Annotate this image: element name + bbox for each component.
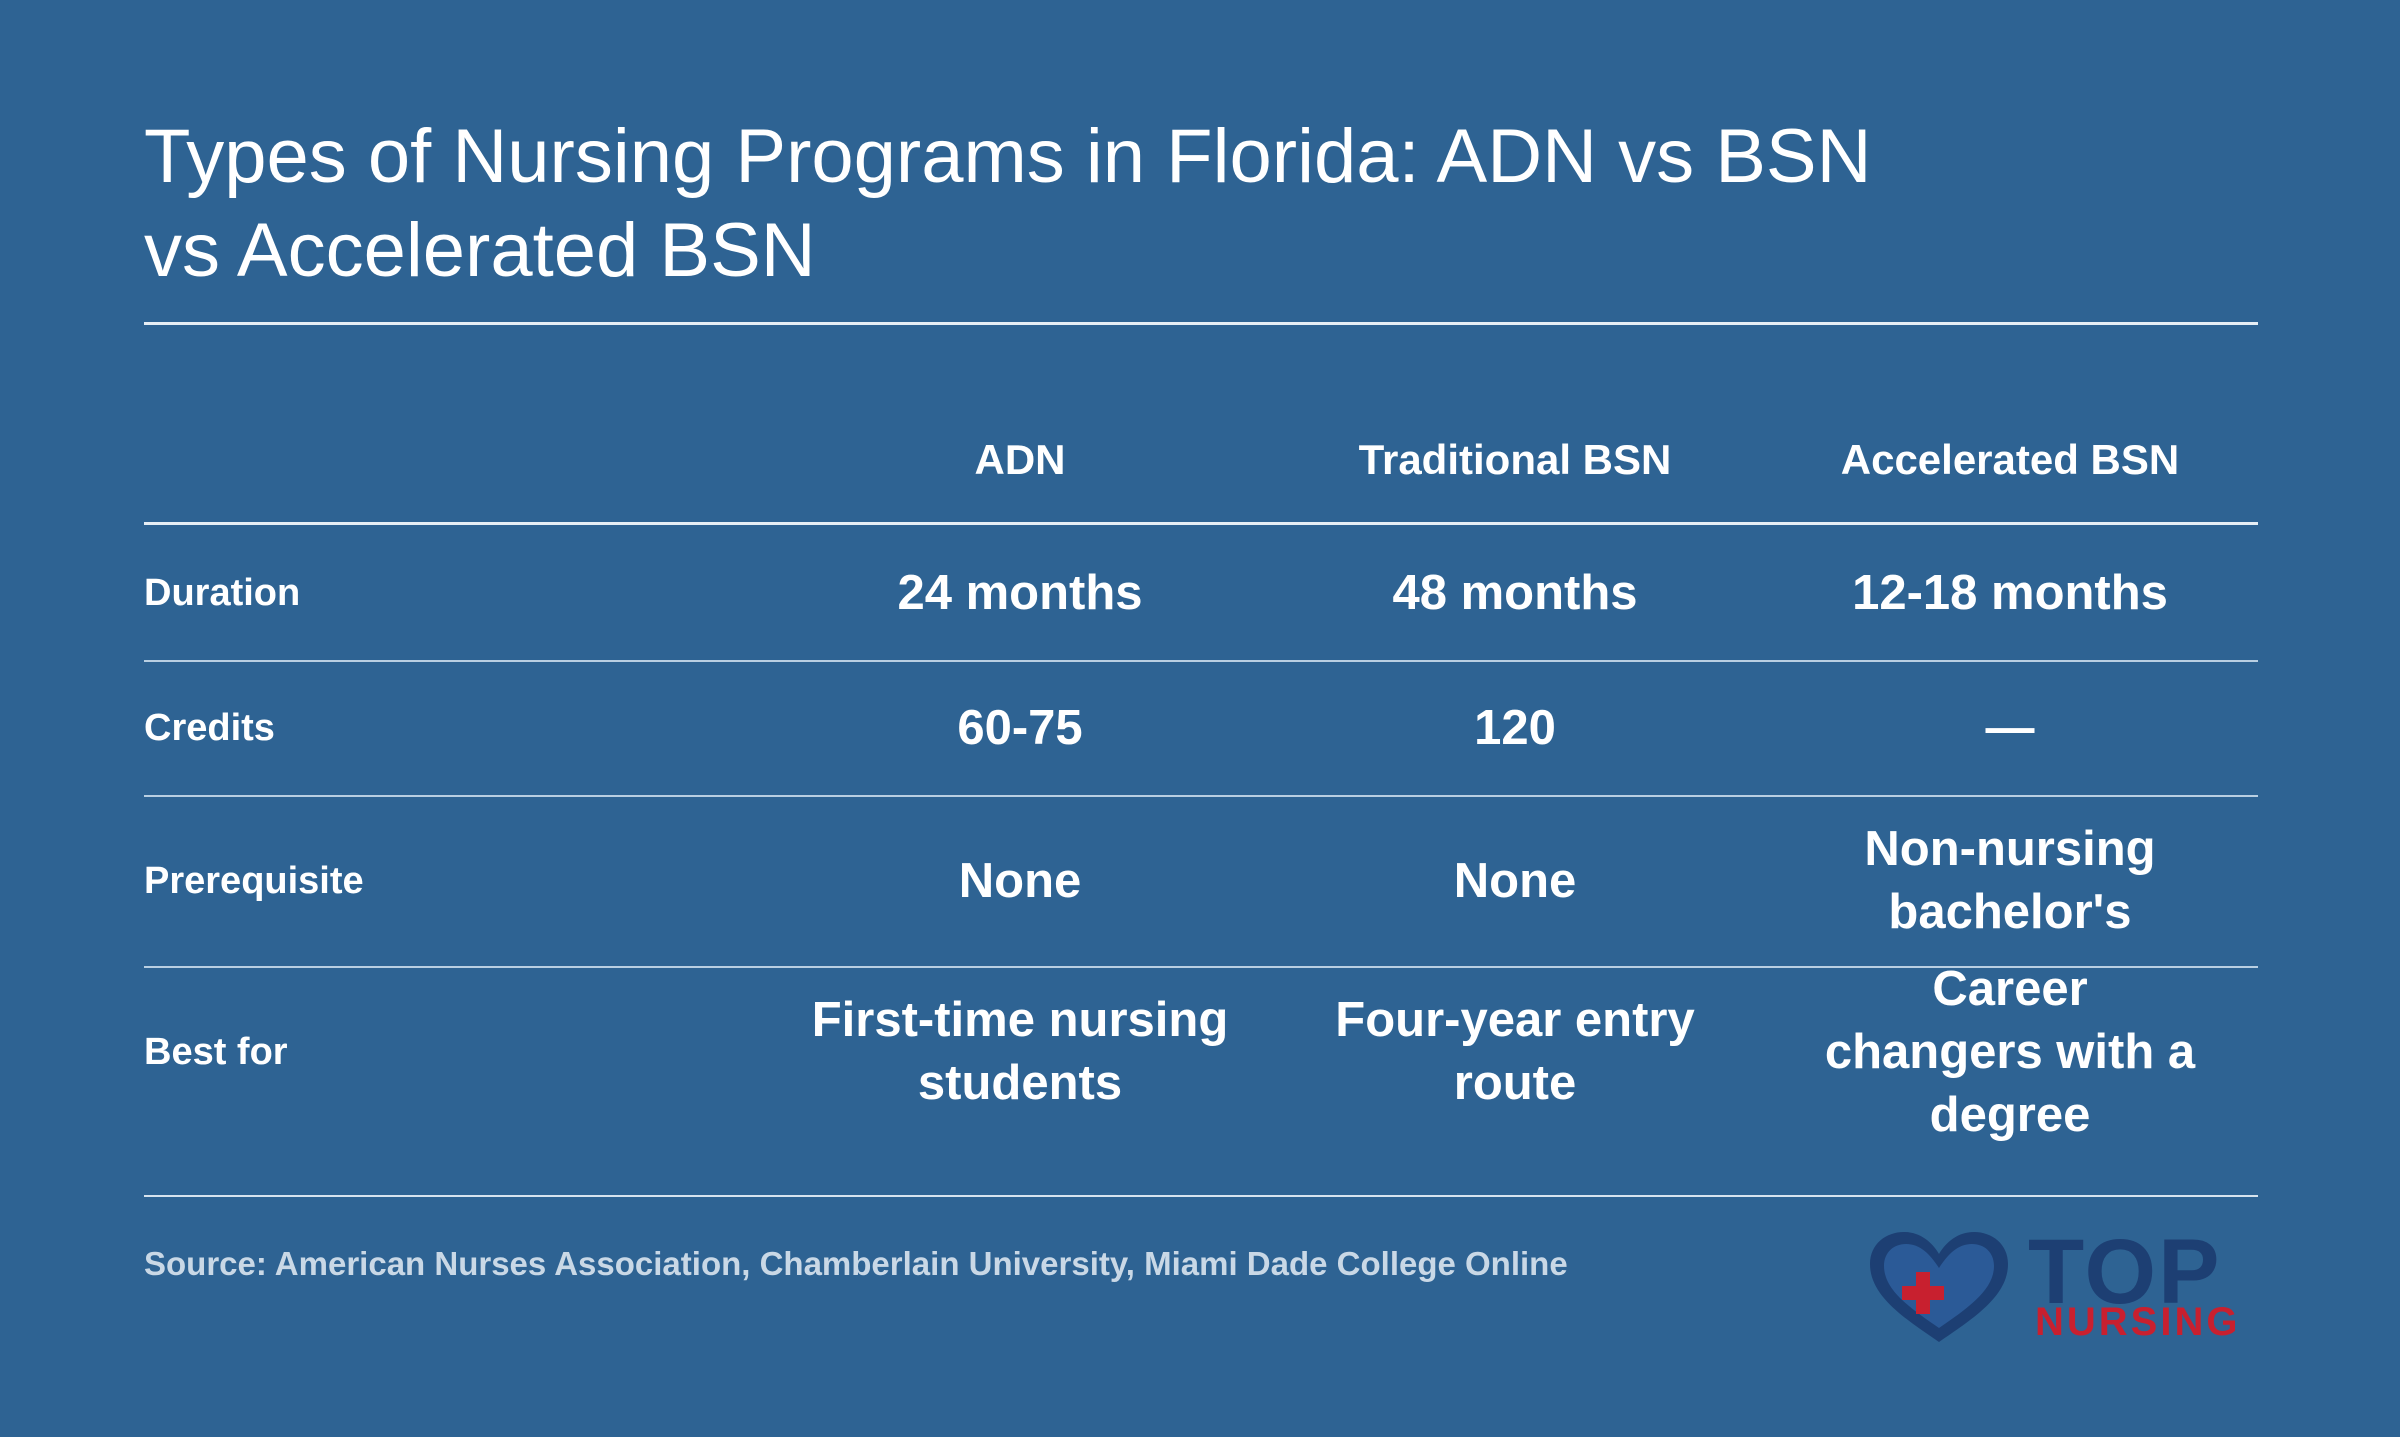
table-cell: 12-18 months	[1852, 565, 2168, 620]
row-label-best-for: Best for	[144, 1030, 288, 1073]
table-cell: 24 months	[897, 565, 1143, 620]
table-cell: Non-nursing bachelor's	[1864, 822, 2156, 939]
heart-with-cross-icon	[1870, 1232, 2008, 1342]
row-label-prerequisite: Prerequisite	[144, 859, 364, 902]
table-cell: 120	[1474, 700, 1556, 755]
table-cell: First-time nursing students	[811, 993, 1229, 1110]
title-divider	[144, 322, 2258, 325]
row-label-credits: Credits	[144, 706, 275, 749]
column-header-accelerated-bsn: Accelerated BSN	[1840, 436, 2180, 483]
table-cell: Four-year entry route	[1335, 993, 1695, 1110]
column-header-traditional-bsn: Traditional BSN	[1358, 436, 1672, 483]
table-cell: —	[1985, 700, 2035, 755]
logo-word-nursing: NURSING	[2035, 1300, 2241, 1344]
row-divider	[144, 795, 2258, 797]
top-nursing-logo: TOP NURSING	[1860, 1222, 2260, 1345]
table-cell: 60-75	[957, 700, 1083, 755]
row-label-duration: Duration	[144, 571, 301, 614]
source-note: Source: American Nurses Association, Cha…	[144, 1245, 1568, 1282]
logo-word-top: TOP	[2028, 1221, 2222, 1323]
table-cell: 48 months	[1392, 565, 1638, 620]
footer-divider	[144, 1195, 2258, 1197]
header-divider	[144, 522, 2258, 525]
page-title: Types of Nursing Programs in Florida: AD…	[144, 114, 1872, 293]
table-cell: None	[958, 853, 1082, 908]
column-header-adn: ADN	[974, 436, 1066, 483]
table-cell: None	[1453, 853, 1577, 908]
table-cell: Career changers with a degree	[1824, 961, 2196, 1142]
row-divider	[144, 966, 2258, 968]
row-divider	[144, 660, 2258, 662]
